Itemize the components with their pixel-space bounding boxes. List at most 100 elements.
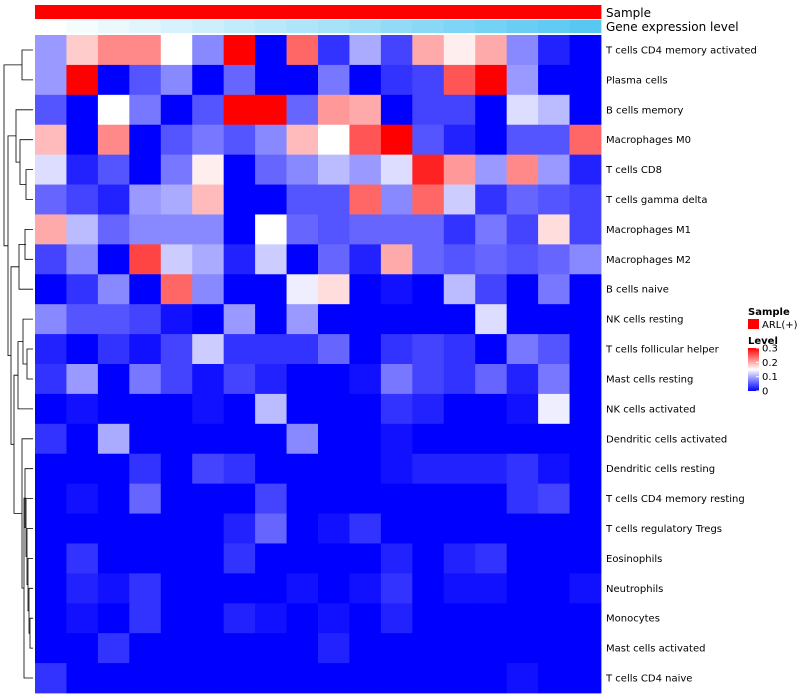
heatmap-cell [97, 214, 130, 245]
heatmap-cell [255, 124, 287, 156]
heatmap-cell [443, 244, 476, 275]
heatmap-cell [66, 94, 99, 126]
heatmap-cell [349, 543, 382, 574]
heatmap-cell [97, 423, 130, 455]
heatmap-cell [506, 274, 539, 305]
heatmap-cell [475, 94, 508, 126]
heatmap-cell [318, 334, 350, 365]
heatmap-cell [97, 304, 130, 335]
level-tick-label: 0 [762, 387, 768, 398]
heatmap-cell [443, 94, 476, 126]
heatmap-cell [255, 244, 287, 275]
heatmap-cell [569, 35, 602, 66]
heatmap-cell [160, 64, 193, 96]
heatmap-cell [286, 184, 319, 215]
dendrogram-link [17, 341, 33, 410]
heatmap-cell [286, 573, 319, 604]
row-label: Dendritic cells resting [606, 464, 715, 475]
heatmap-cell [412, 274, 445, 305]
heatmap-cell [255, 214, 287, 245]
heatmap-cell [506, 543, 539, 574]
heatmap-cell [318, 364, 350, 395]
expression-annotation-cell [569, 20, 602, 33]
row-label: B cells memory [606, 105, 683, 116]
row-label: Macrophages M1 [606, 225, 691, 236]
heatmap-cell [569, 334, 602, 365]
heatmap-cell [443, 214, 476, 245]
heatmap-cell [412, 513, 445, 544]
heatmap-cell [97, 184, 130, 215]
heatmap-cell [35, 244, 67, 275]
heatmap-cell [318, 483, 350, 514]
heatmap-cell [349, 513, 382, 544]
heatmap-cell [223, 393, 256, 425]
heatmap-cell [475, 573, 508, 604]
heatmap-cell [380, 214, 413, 245]
heatmap-cell [129, 423, 162, 455]
heatmap-cell [129, 543, 162, 574]
heatmap-cell [412, 573, 445, 604]
heatmap-cell [97, 334, 130, 365]
heatmap-cell [286, 64, 319, 96]
heatmap-cell [192, 633, 225, 664]
heatmap-cell [255, 663, 287, 694]
heatmap-cell [35, 663, 67, 694]
heatmap-cell [66, 633, 99, 664]
heatmap-cell [66, 453, 99, 485]
heatmap-cell [255, 64, 287, 96]
row-label: T cells CD4 memory activated [605, 46, 757, 57]
heatmap-cell [380, 543, 413, 574]
heatmap-cell [475, 64, 508, 96]
heatmap-cell [318, 94, 350, 126]
row-labels: T cells CD4 memory activated Plasma cells… [605, 46, 757, 685]
heatmap-cell [412, 35, 445, 66]
row-label: NK cells resting [606, 315, 683, 326]
heatmap-cell [35, 364, 67, 395]
heatmap-cell [255, 423, 287, 455]
heatmap-cell [192, 423, 225, 455]
heatmap-cell [192, 483, 225, 514]
heatmap-cell [35, 393, 67, 425]
heatmap-cell [286, 35, 319, 66]
heatmap-cell [538, 64, 570, 96]
expression-annotation-cell [349, 20, 382, 33]
heatmap-cell [129, 513, 162, 544]
heatmap-cell [412, 64, 445, 96]
heatmap-cell [475, 364, 508, 395]
heatmap-cell [412, 603, 445, 634]
heatmap-cell [66, 573, 99, 604]
heatmap-cell [35, 543, 67, 574]
heatmap-cell [475, 334, 508, 365]
heatmap-cell [35, 334, 67, 365]
heatmap-cell [192, 393, 225, 425]
heatmap-cell [35, 214, 67, 245]
heatmap-cell [318, 633, 350, 664]
heatmap-cell [380, 35, 413, 66]
heatmap-cell [349, 124, 382, 156]
heatmap-cell [569, 453, 602, 485]
heatmap-cell [35, 154, 67, 185]
heatmap-cell [192, 304, 225, 335]
heatmap-cell [97, 633, 130, 664]
heatmap-cell [569, 304, 602, 335]
heatmap-cell [412, 184, 445, 215]
heatmap-cell [538, 603, 570, 634]
heatmap-cell [412, 244, 445, 275]
row-label: Macrophages M2 [606, 255, 691, 266]
heatmap-cell [129, 124, 162, 156]
row-label: T cells CD4 memory resting [605, 494, 745, 505]
heatmap-cell [349, 453, 382, 485]
heatmap-cell [97, 453, 130, 485]
heatmap-cell [160, 603, 193, 634]
heatmap-cell [349, 483, 382, 514]
heatmap-cell [255, 274, 287, 305]
heatmap-cell [443, 423, 476, 455]
heatmap-cell [223, 663, 256, 694]
annotation-label-expression: Gene expression level [606, 20, 739, 34]
heatmap-cell [443, 393, 476, 425]
heatmap-cell [349, 304, 382, 335]
heatmap-cell [192, 543, 225, 574]
heatmap-cell [223, 304, 256, 335]
heatmap-cell [223, 154, 256, 185]
